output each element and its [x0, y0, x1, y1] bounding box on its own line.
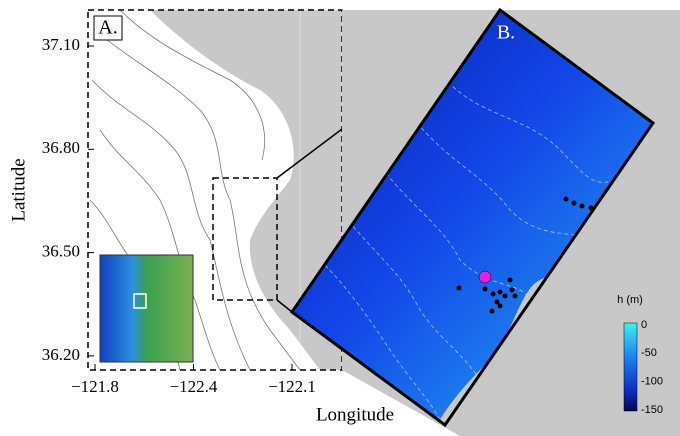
colorbar — [623, 322, 638, 412]
colorbar-tick-label: -150 — [641, 404, 663, 416]
colorbar-tick-label: -50 — [641, 347, 657, 359]
y-axis-label: Latitude — [8, 158, 29, 221]
colorbar-ticks: 0 -50 -100 -150 — [641, 319, 663, 416]
label-box — [93, 15, 123, 41]
colorbar-tick-label: 0 — [641, 319, 647, 331]
x-tick-label: −122.4 — [170, 377, 218, 396]
y-tick-label: 36.50 — [42, 242, 80, 261]
highlight-site — [478, 270, 492, 284]
contours — [89, 10, 301, 370]
sites — [456, 196, 594, 314]
y-tick-label: 36.20 — [42, 345, 80, 364]
inset-box — [133, 293, 147, 309]
x-ticks: −121.8 −122.4 −122.1 — [71, 364, 316, 396]
connector — [276, 299, 293, 313]
panel-b-frame — [289, 7, 656, 428]
grid — [299, 10, 342, 370]
x-tick-label: −122.1 — [268, 377, 316, 396]
y-ticks: 37.10 36.80 36.50 36.20 — [42, 35, 94, 364]
zoom-box — [212, 177, 278, 301]
contours — [319, 59, 641, 421]
panel-label: B. — [497, 22, 515, 44]
x-axis-label: Longitude — [316, 404, 394, 425]
land — [150, 10, 342, 370]
y-tick-label: 36.80 — [42, 138, 80, 157]
x-tick-label: −121.8 — [71, 377, 119, 396]
colorbar-tick-label: -100 — [641, 376, 663, 388]
y-tick-label: 37.10 — [42, 35, 80, 54]
colorbar-title: h (m) — [617, 294, 643, 306]
panel-label: A. — [98, 17, 117, 39]
